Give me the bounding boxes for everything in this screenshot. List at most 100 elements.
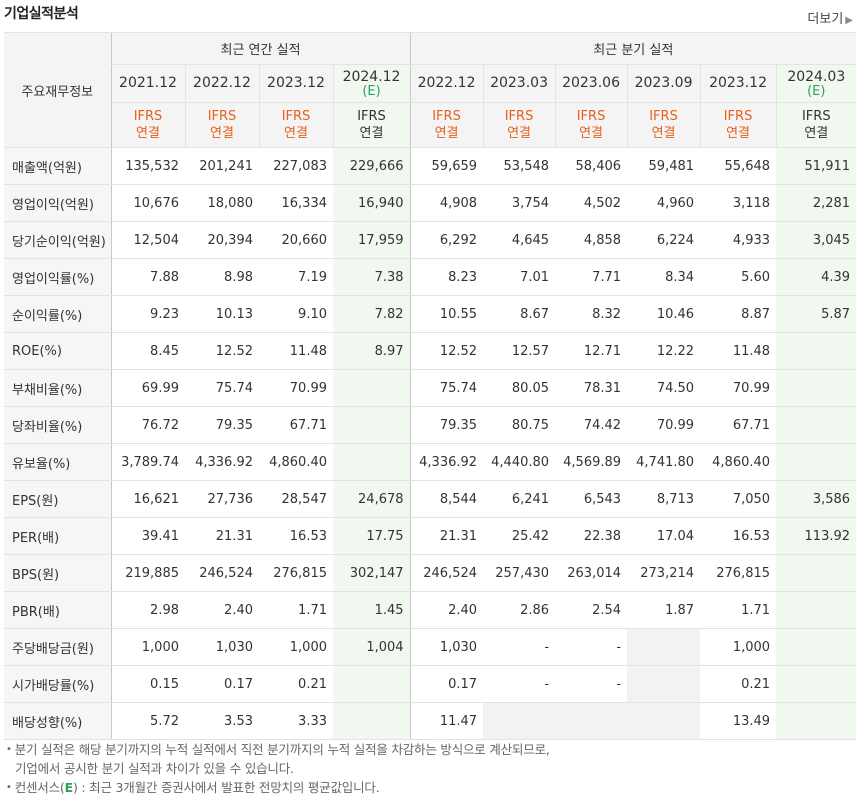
table-cell: 6,224 — [627, 221, 701, 259]
table-cell — [776, 406, 857, 444]
row-label: 부채비율(%) — [4, 369, 111, 407]
table-cell — [333, 369, 411, 407]
table-cell: 4,569.89 — [555, 443, 628, 481]
table-cell — [333, 702, 411, 740]
table-cell: 0.17 — [409, 665, 484, 703]
table-cell: 7.82 — [333, 295, 411, 333]
period-header: 2023.03 — [482, 64, 556, 103]
table-cell: 2.86 — [483, 591, 556, 629]
period-header: 2024.03 (E) — [775, 64, 857, 103]
table-cell — [627, 702, 701, 740]
consolidated-label: 연결 — [651, 126, 676, 141]
table-cell: 0.17 — [185, 665, 259, 703]
table-cell: 75.74 — [409, 369, 484, 407]
table-cell: 219,885 — [110, 554, 185, 592]
table-cell: 10.13 — [185, 295, 259, 333]
ifrs-label: IFRS — [133, 109, 163, 124]
table-cell: 8.32 — [555, 295, 628, 333]
table-cell: 55,648 — [700, 147, 777, 185]
table-cell: 79.35 — [409, 406, 484, 444]
table-cell: 246,524 — [185, 554, 259, 592]
table-cell: 67.71 — [259, 406, 333, 444]
more-link[interactable]: 더보기 ▶ — [807, 8, 853, 27]
consolidated-label: 연결 — [804, 126, 829, 141]
row-label: EPS(원) — [4, 480, 111, 518]
table-cell: 12.52 — [185, 332, 259, 370]
table-row: 주당배당금(원) 1,000 1,030 1,000 1,004 1,030- -1,000 — [4, 628, 857, 666]
table-cell: 1,000 — [259, 628, 333, 666]
period-header: 2023.09 — [626, 64, 701, 103]
period-year: 2023.12 — [267, 75, 325, 91]
consolidated-label: 연결 — [359, 126, 384, 141]
table-cell: 80.05 — [483, 369, 556, 407]
table-cell: 3.33 — [259, 702, 333, 740]
ifrs-label: IFRS — [357, 109, 386, 124]
table-cell: 21.31 — [409, 517, 484, 555]
table-row: BPS(원) 219,885 246,524 276,815 302,147 246,52… — [4, 554, 857, 592]
table-cell: - — [555, 665, 628, 703]
accounting-standard: IFRS 연결 — [110, 102, 185, 148]
table-cell: 59,659 — [409, 147, 484, 185]
table-cell: 8.23 — [409, 258, 484, 296]
ifrs-label: IFRS — [207, 109, 237, 124]
table-cell: 16,334 — [259, 184, 333, 222]
table-cell: 7.01 — [483, 258, 556, 296]
row-label: PER(배) — [4, 517, 111, 555]
ifrs-label: IFRS — [649, 109, 678, 124]
period-header: 2024.12 (E) — [332, 64, 411, 103]
table-cell: 4,336.92 — [185, 443, 259, 481]
table-cell: - — [483, 665, 556, 703]
row-label: 영업이익(억원) — [4, 184, 111, 222]
table-cell: 28,547 — [259, 480, 333, 518]
row-label: 매출액(억원) — [4, 147, 111, 185]
table-cell: 4.39 — [776, 258, 857, 296]
table-cell: 78.31 — [555, 369, 628, 407]
table-cell: 263,014 — [555, 554, 628, 592]
section-title: 기업실적분석 — [4, 6, 79, 22]
table-cell: 2.54 — [555, 591, 628, 629]
table-cell: 1.45 — [333, 591, 411, 629]
table-cell: 273,214 — [627, 554, 701, 592]
table-cell: 201,241 — [185, 147, 259, 185]
table-cell: - — [483, 628, 556, 666]
table-cell: 11.47 — [409, 702, 484, 740]
row-label: 순이익률(%) — [4, 295, 111, 333]
table-cell: 17.04 — [627, 517, 701, 555]
table-cell: 3,045 — [776, 221, 857, 259]
footnotes: • 분기 실적은 해당 분기까지의 누적 실적에서 직전 분기까지의 누적 실적을… — [6, 740, 550, 797]
period-year: 2022.12 — [417, 75, 476, 91]
table-cell: 257,430 — [483, 554, 556, 592]
table-cell: 22.38 — [555, 517, 628, 555]
accounting-standard: IFRS 연결 — [626, 102, 701, 148]
period-year: 2024.03 — [787, 68, 846, 85]
table-cell: 80.75 — [483, 406, 556, 444]
consolidated-label: 연결 — [726, 126, 750, 141]
table-cell — [333, 443, 411, 481]
table-row: EPS(원) 16,621 27,736 28,547 24,678 8,544 6,241… — [4, 480, 857, 518]
table-cell — [776, 591, 857, 629]
table-cell: 4,502 — [555, 184, 628, 222]
bullet-icon: • — [6, 782, 12, 793]
table-cell: 16.53 — [700, 517, 777, 555]
row-label: 시가배당률(%) — [4, 665, 111, 703]
table-cell — [555, 702, 628, 740]
table-cell: 16,940 — [333, 184, 411, 222]
table-cell: 4,960 — [627, 184, 701, 222]
more-label: 더보기 — [807, 12, 844, 27]
table-cell: 7,050 — [700, 480, 777, 518]
period-year: 2023.06 — [562, 75, 620, 91]
table-cell: 25.42 — [483, 517, 556, 555]
table-cell: 1.71 — [700, 591, 777, 629]
table-cell: 5.60 — [700, 258, 777, 296]
table-cell — [776, 369, 857, 407]
group-annual: 최근 연간 실적 — [110, 32, 411, 65]
consolidated-label: 연결 — [507, 126, 531, 141]
period-year: 2023.09 — [634, 75, 693, 91]
table-cell: 0.15 — [110, 665, 185, 703]
table-cell: 6,292 — [409, 221, 484, 259]
table-cell: 4,933 — [700, 221, 777, 259]
period-header: 2022.12 — [184, 64, 259, 103]
table-cell: 6,241 — [483, 480, 556, 518]
table-cell — [776, 443, 857, 481]
period-year: 2024.12 — [342, 68, 401, 85]
